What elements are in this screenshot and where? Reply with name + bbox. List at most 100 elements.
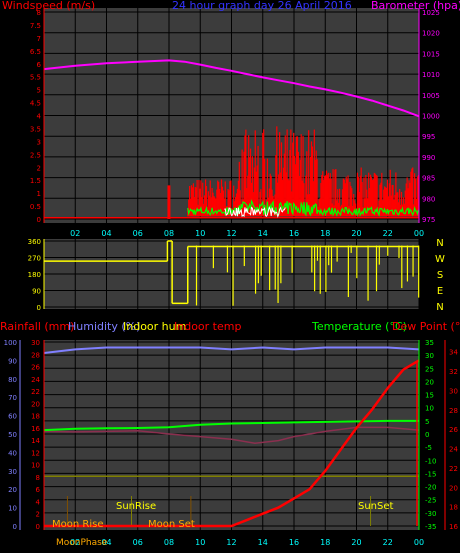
legend-rainfall: Rainfall (mm) [0, 320, 74, 333]
temperature-tick-label: -5 [425, 444, 432, 452]
windspeed-tick-label: 7 [37, 35, 41, 43]
x-tick-label: 00 [414, 229, 424, 238]
temperature-tick-label: 25 [425, 365, 434, 373]
windspeed-tick-label: 8 [37, 9, 41, 17]
x-tick-label: 16 [289, 538, 299, 547]
direction-tick-label: 180 [28, 271, 41, 279]
rain-tick-label: 12 [31, 449, 40, 457]
windspeed-tick-label: 6.5 [30, 48, 41, 56]
compass-label: N [436, 302, 443, 313]
moonrise-label: Moon Rise [52, 519, 103, 530]
direction-tick-label: 360 [28, 238, 41, 246]
humidity-tick-label: 20 [8, 486, 17, 494]
x-tick-label: 08 [164, 229, 174, 238]
x-tick-label: 22 [383, 229, 393, 238]
temperature-tick-label: 20 [425, 378, 434, 386]
dewpoint-tick-label: 20 [449, 484, 458, 492]
dewpoint-tick-label: 26 [449, 426, 458, 434]
rain-tick-label: 2 [36, 511, 40, 519]
windspeed-tick-label: 3.5 [30, 125, 41, 133]
rain-tick-label: 10 [31, 462, 40, 470]
x-tick-label: 18 [320, 229, 330, 238]
x-tick-label: 22 [383, 538, 393, 547]
temperature-line [43, 419, 419, 432]
x-tick-label: 18 [320, 538, 330, 547]
windspeed-tick-label: 4 [37, 113, 42, 121]
wind-panel-axes: 9759809859909951000100510101015102010250… [30, 8, 440, 238]
windspeed-tick-label: 6 [37, 61, 42, 69]
temperature-tick-label: -30 [425, 510, 436, 518]
wind-panel-marks [43, 59, 420, 219]
dewpoint-tick-label: 32 [449, 368, 458, 376]
windspeed-tick-label: 5.5 [30, 74, 41, 82]
moonphase-label: MoonPhase [56, 538, 108, 548]
humidity-tick-label: 60 [8, 413, 17, 421]
moonset-label: Moon Set [148, 519, 195, 530]
x-tick-label: 06 [133, 538, 143, 547]
direction-tick-label: 0 [37, 304, 41, 312]
temperature-tick-label: 0 [425, 431, 429, 439]
dewpoint-tick-label: 16 [449, 523, 458, 531]
x-tick-label: 04 [101, 229, 111, 238]
barometer-tick-label: 1020 [422, 30, 440, 38]
dewpoint-tick-label: 30 [449, 387, 458, 395]
rain-tick-label: 28 [31, 351, 40, 359]
temperature-tick-label: -20 [425, 484, 436, 492]
legend-dew-point: Dew Point (°C) [392, 320, 460, 333]
dewpoint-tick-label: 24 [449, 446, 458, 454]
x-tick-label: 12 [226, 538, 236, 547]
barometer-line [43, 59, 420, 118]
humidity-tick-label: 40 [8, 449, 17, 457]
temperature-tick-label: 5 [425, 418, 429, 426]
compass-label: W [435, 254, 445, 265]
legend-indoor-temp: Indoor temp [174, 320, 241, 333]
humidity-tick-label: 70 [8, 394, 17, 402]
temperature-tick-label: -35 [425, 523, 436, 531]
windspeed-tick-label: 0 [37, 216, 41, 224]
barometer-tick-label: 1025 [422, 9, 440, 17]
windspeed-tick-label: 0.5 [30, 203, 41, 211]
rainfall-line [44, 359, 420, 528]
humidity-tick-label: 30 [8, 468, 17, 476]
humidity-tick-label: 100 [4, 339, 17, 347]
temperature-tick-label: 15 [425, 392, 434, 400]
x-tick-label: 20 [351, 538, 361, 547]
rain-tick-label: 16 [31, 425, 40, 433]
humidity-tick-label: 10 [8, 505, 17, 513]
humidity-tick-label: 80 [8, 376, 17, 384]
windspeed-tick-label: 5 [37, 87, 41, 95]
humidity-line [43, 346, 420, 354]
windspeed-tick-label: 7.5 [30, 22, 41, 30]
x-tick-label: 02 [70, 229, 80, 238]
barometer-tick-label: 995 [422, 133, 435, 141]
temperature-tick-label: 35 [425, 339, 434, 347]
dewpoint-tick-label: 18 [449, 504, 458, 512]
temperature-tick-label: 30 [425, 352, 434, 360]
rain-tick-label: 4 [36, 498, 41, 506]
rain-tick-label: 24 [31, 376, 40, 384]
barometer-tick-label: 1000 [422, 113, 440, 121]
windspeed-axis-title: Windspeed (m/s) [2, 0, 95, 12]
windspeed-tick-label: 3 [37, 138, 41, 146]
x-tick-label: 06 [133, 229, 143, 238]
humidity-tick-label: 90 [8, 357, 17, 365]
temperature-tick-label: -10 [425, 457, 436, 465]
legend-humidity: Humidity (%) [68, 320, 140, 333]
legend-indoor-hum: Indoor hum [123, 320, 186, 333]
barometer-tick-label: 985 [422, 175, 435, 183]
windspeed-tick-label: 2 [37, 164, 41, 172]
rain-tick-label: 20 [31, 400, 40, 408]
x-tick-label: 20 [351, 229, 361, 238]
x-tick-label: 14 [258, 229, 268, 238]
barometer-tick-label: 975 [422, 216, 435, 224]
windspeed-burst [167, 185, 171, 219]
chart-title: 24 hour graph day 26 April 2016 [172, 0, 352, 12]
barometer-axis-title: Barometer (hpa) [371, 0, 460, 12]
barometer-tick-label: 990 [422, 154, 435, 162]
legend-temperature: Temperature (°C) [311, 320, 407, 333]
dewpoint-tick-label: 34 [449, 349, 458, 357]
dewpoint-tick-label: 28 [449, 407, 458, 415]
humidity-tick-label: 0 [13, 523, 17, 531]
direction-tick-label: 270 [28, 255, 41, 263]
